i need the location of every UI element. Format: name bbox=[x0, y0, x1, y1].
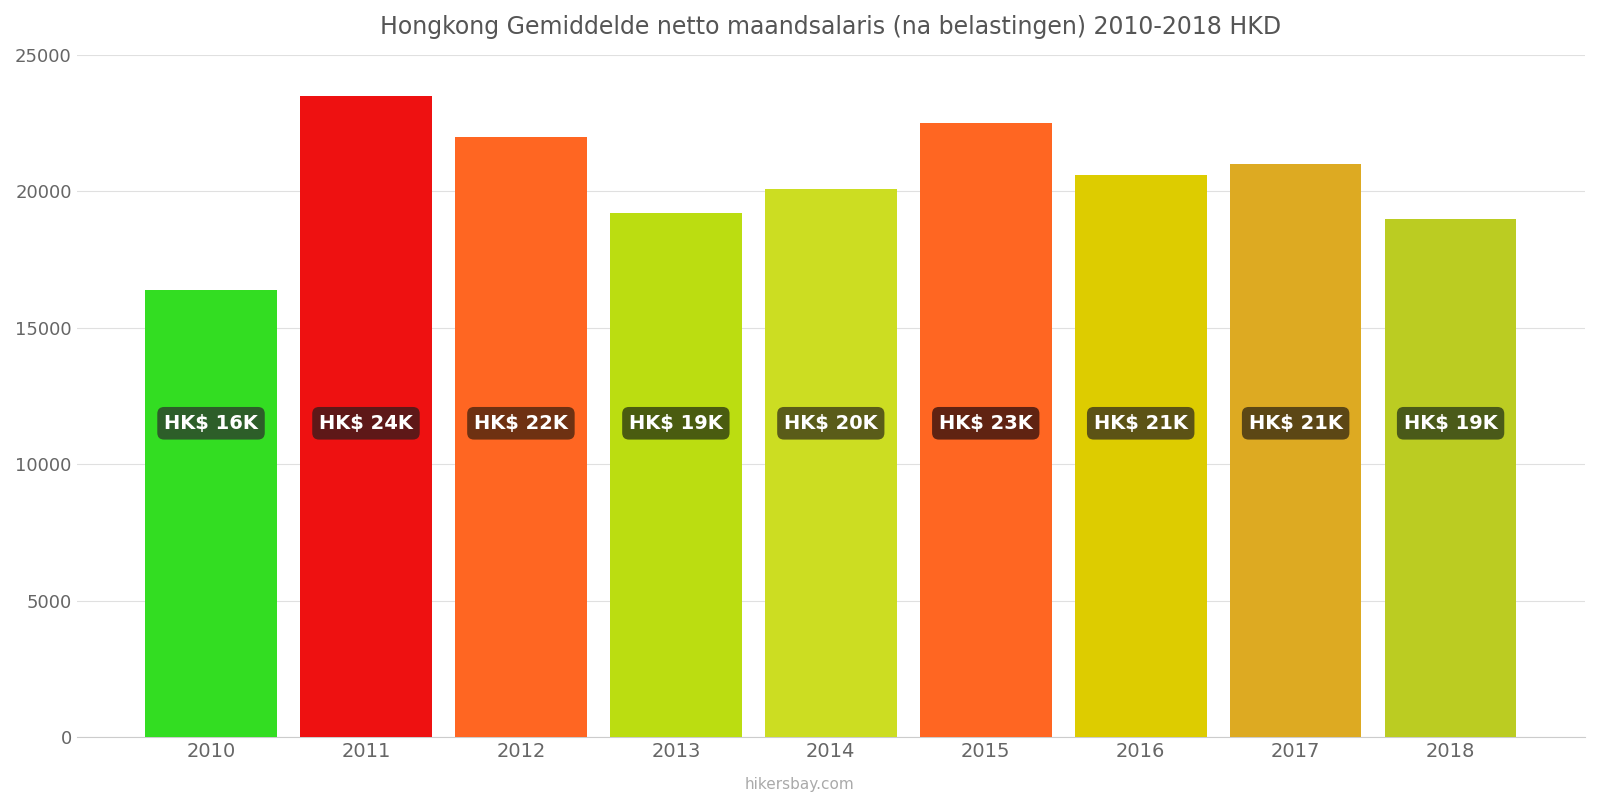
Text: HK$ 24K: HK$ 24K bbox=[318, 414, 413, 433]
Text: HK$ 21K: HK$ 21K bbox=[1094, 414, 1187, 433]
Text: HK$ 22K: HK$ 22K bbox=[474, 414, 568, 433]
Text: HK$ 21K: HK$ 21K bbox=[1248, 414, 1342, 433]
Bar bbox=[146, 290, 277, 737]
Bar bbox=[920, 123, 1051, 737]
Bar bbox=[1075, 175, 1206, 737]
Bar bbox=[454, 137, 587, 737]
Text: HK$ 23K: HK$ 23K bbox=[939, 414, 1032, 433]
Bar bbox=[301, 96, 432, 737]
Bar bbox=[1384, 218, 1517, 737]
Bar bbox=[765, 189, 896, 737]
Text: hikersbay.com: hikersbay.com bbox=[746, 777, 854, 792]
Bar bbox=[1230, 164, 1362, 737]
Bar bbox=[610, 213, 742, 737]
Text: HK$ 16K: HK$ 16K bbox=[165, 414, 258, 433]
Title: Hongkong Gemiddelde netto maandsalaris (na belastingen) 2010-2018 HKD: Hongkong Gemiddelde netto maandsalaris (… bbox=[381, 15, 1282, 39]
Text: HK$ 19K: HK$ 19K bbox=[1403, 414, 1498, 433]
Text: HK$ 19K: HK$ 19K bbox=[629, 414, 723, 433]
Text: HK$ 20K: HK$ 20K bbox=[784, 414, 878, 433]
